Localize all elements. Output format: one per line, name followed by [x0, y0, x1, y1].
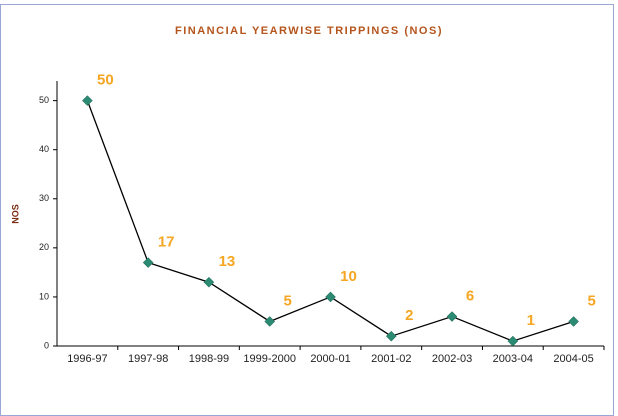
x-tick-label: 1999-2000: [243, 353, 297, 365]
marker: [82, 95, 93, 106]
y-tick-label: 20: [39, 242, 49, 252]
x-tick-label: 2003-04: [492, 353, 534, 365]
marker: [507, 335, 519, 347]
marker: [385, 330, 397, 342]
x-tick-label: 2002-03: [431, 353, 473, 365]
x-tick-label: 1996-97: [67, 353, 108, 365]
x-tick-label: 2000-01: [310, 353, 351, 365]
data-label: 17: [158, 234, 175, 251]
y-tick-label: 0: [44, 340, 49, 350]
x-tick-label: 2001-02: [371, 353, 412, 365]
data-label: 1: [527, 312, 535, 329]
x-tick-label: 1997-98: [127, 353, 169, 365]
marker: [568, 316, 579, 327]
y-tick-label: 10: [39, 291, 49, 301]
y-tick-label: 30: [39, 193, 49, 203]
data-label: 6: [466, 288, 474, 305]
marker: [203, 276, 215, 288]
data-label: 10: [340, 268, 357, 285]
marker: [446, 311, 458, 322]
y-tick-label: 50: [39, 95, 49, 105]
x-tick-label: 1998-99: [188, 353, 230, 365]
marker: [325, 291, 336, 303]
marker: [264, 316, 276, 327]
data-label: 13: [219, 253, 236, 270]
chart-title: FINANCIAL YEARWISE TRIPPINGS (NOS): [175, 25, 443, 37]
x-tick-label: 2004-05: [553, 353, 594, 365]
line: [86, 100, 574, 342]
data-label: 2: [405, 307, 413, 324]
data-label: 50: [97, 72, 114, 89]
y-axis-label: NOS: [10, 204, 20, 224]
data-label: 5: [587, 292, 595, 309]
marker: [142, 257, 154, 268]
y-tick-label: 40: [39, 144, 49, 154]
data-label: 5: [284, 292, 292, 309]
